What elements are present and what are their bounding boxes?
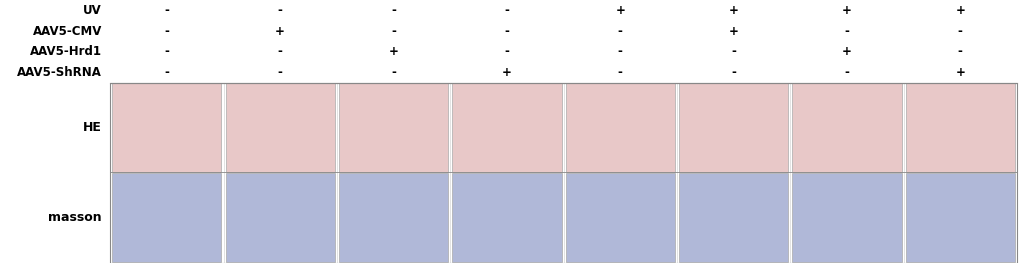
Text: masson: masson — [48, 211, 102, 224]
Text: -: - — [504, 4, 508, 17]
Bar — [565, 83, 675, 172]
Bar — [679, 173, 788, 262]
Text: +: + — [955, 4, 964, 17]
Text: -: - — [731, 45, 736, 58]
Text: UV: UV — [84, 4, 102, 17]
Text: -: - — [618, 45, 622, 58]
Text: -: - — [957, 24, 962, 38]
Text: -: - — [277, 45, 282, 58]
Text: -: - — [844, 66, 849, 79]
Text: +: + — [388, 45, 398, 58]
Text: -: - — [390, 4, 395, 17]
Bar — [792, 173, 901, 262]
Bar — [338, 173, 447, 262]
Text: -: - — [277, 4, 282, 17]
Text: HE: HE — [83, 121, 102, 134]
Text: -: - — [164, 24, 169, 38]
Bar — [225, 83, 334, 172]
Text: -: - — [390, 24, 395, 38]
Text: -: - — [504, 45, 508, 58]
Text: +: + — [841, 4, 851, 17]
Text: -: - — [277, 66, 282, 79]
Bar — [792, 83, 901, 172]
Text: +: + — [501, 66, 512, 79]
Text: -: - — [164, 4, 169, 17]
Text: -: - — [618, 24, 622, 38]
Bar — [112, 173, 221, 262]
Text: +: + — [275, 24, 285, 38]
Text: -: - — [390, 66, 395, 79]
Text: +: + — [728, 4, 738, 17]
Text: +: + — [728, 24, 738, 38]
Text: AAV5-ShRNA: AAV5-ShRNA — [17, 66, 102, 79]
Bar — [112, 83, 221, 172]
Bar — [225, 173, 334, 262]
Bar — [451, 83, 560, 172]
Bar — [565, 173, 675, 262]
Text: AAV5-Hrd1: AAV5-Hrd1 — [30, 45, 102, 58]
Bar — [338, 83, 447, 172]
Text: AAV5-CMV: AAV5-CMV — [33, 24, 102, 38]
Text: +: + — [955, 66, 964, 79]
Bar — [451, 173, 560, 262]
Text: -: - — [618, 66, 622, 79]
Bar — [905, 83, 1014, 172]
Text: -: - — [731, 66, 736, 79]
Text: +: + — [841, 45, 851, 58]
Bar — [679, 83, 788, 172]
Bar — [905, 173, 1014, 262]
Text: -: - — [164, 45, 169, 58]
Text: -: - — [844, 24, 849, 38]
Text: +: + — [614, 4, 625, 17]
Text: -: - — [957, 45, 962, 58]
Text: -: - — [504, 24, 508, 38]
Text: -: - — [164, 66, 169, 79]
Bar — [110, 83, 1016, 263]
